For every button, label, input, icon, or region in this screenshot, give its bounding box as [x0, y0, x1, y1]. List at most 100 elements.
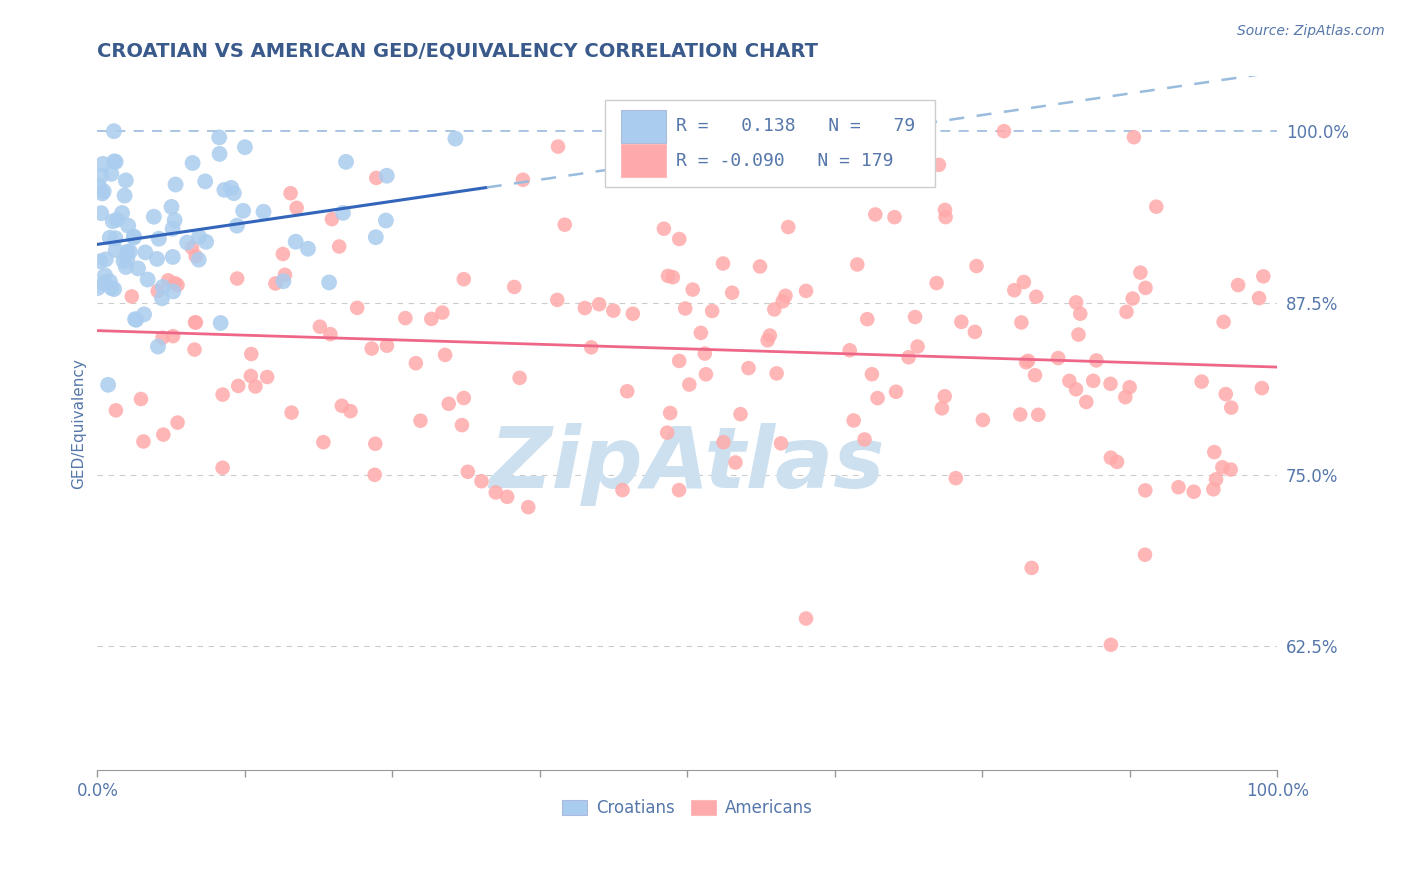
Point: [94, 252, 117, 267]
Point: [194, 174, 217, 188]
Point: [838, 343, 860, 358]
Point: [759, 328, 782, 343]
Point: [1227, 278, 1250, 293]
Point: [1010, 315, 1032, 329]
Point: [1135, 281, 1157, 295]
Point: [451, 418, 474, 433]
Point: [222, 186, 245, 201]
Point: [252, 204, 274, 219]
Point: [579, 340, 602, 354]
Point: [271, 247, 294, 261]
Point: [87, 281, 110, 295]
Point: [856, 312, 879, 326]
Point: [118, 244, 141, 259]
Point: [763, 302, 786, 317]
Point: [162, 250, 184, 264]
Point: [124, 312, 146, 326]
Point: [1021, 561, 1043, 575]
Point: [332, 206, 354, 220]
Point: [884, 384, 907, 399]
Point: [713, 435, 735, 450]
Point: [1219, 462, 1241, 476]
Point: [935, 210, 957, 224]
Point: [1059, 374, 1081, 388]
Point: [114, 173, 136, 187]
FancyBboxPatch shape: [605, 101, 935, 187]
Point: [546, 293, 568, 307]
Point: [883, 210, 905, 224]
Text: CROATIAN VS AMERICAN GED/EQUIVALENCY CORRELATION CHART: CROATIAN VS AMERICAN GED/EQUIVALENCY COR…: [97, 42, 818, 61]
Point: [657, 425, 679, 440]
Point: [134, 245, 156, 260]
Point: [1253, 269, 1275, 284]
Point: [152, 427, 174, 442]
Point: [1083, 374, 1105, 388]
Point: [165, 178, 187, 192]
Point: [273, 274, 295, 288]
Point: [187, 252, 209, 267]
Point: [112, 254, 135, 268]
Point: [721, 285, 744, 300]
Point: [453, 391, 475, 405]
Point: [117, 244, 139, 259]
Point: [1122, 130, 1144, 145]
Point: [183, 343, 205, 357]
Point: [364, 436, 387, 450]
Point: [125, 313, 148, 327]
Point: [90, 169, 112, 183]
Point: [853, 433, 876, 447]
Legend: Croatians, Americans: Croatians, Americans: [555, 793, 820, 824]
Point: [409, 414, 432, 428]
Point: [702, 304, 724, 318]
Point: [1205, 472, 1227, 486]
Point: [150, 291, 173, 305]
Point: [184, 249, 207, 263]
Point: [737, 361, 759, 376]
Point: [657, 268, 679, 283]
Point: [157, 273, 180, 287]
Point: [1122, 292, 1144, 306]
Point: [176, 235, 198, 250]
Point: [1129, 266, 1152, 280]
Point: [405, 356, 427, 370]
Point: [208, 147, 231, 161]
Point: [503, 280, 526, 294]
Point: [328, 239, 350, 253]
Point: [166, 277, 188, 292]
Point: [1025, 290, 1047, 304]
Point: [711, 256, 734, 270]
Point: [127, 261, 149, 276]
Point: [444, 131, 467, 145]
Point: [374, 213, 396, 227]
Point: [94, 268, 117, 283]
Point: [226, 379, 249, 393]
Point: [931, 401, 953, 416]
Point: [778, 220, 800, 235]
Point: [103, 124, 125, 138]
Point: [517, 500, 540, 515]
Point: [1133, 548, 1156, 562]
Point: [1010, 408, 1032, 422]
Point: [163, 213, 186, 227]
Point: [588, 297, 610, 311]
Point: [724, 455, 747, 469]
Point: [233, 140, 256, 154]
Point: [1204, 445, 1226, 459]
Point: [1024, 368, 1046, 383]
Point: [1251, 381, 1274, 395]
Point: [364, 467, 387, 482]
Point: [280, 406, 302, 420]
Point: [993, 124, 1015, 138]
Point: [274, 268, 297, 282]
Point: [375, 169, 398, 183]
Point: [437, 397, 460, 411]
Point: [972, 413, 994, 427]
Point: [152, 280, 174, 294]
Point: [98, 231, 121, 245]
Point: [509, 371, 531, 385]
Point: [904, 310, 927, 324]
Point: [339, 404, 361, 418]
Point: [1026, 408, 1049, 422]
Point: [616, 384, 638, 399]
Point: [208, 130, 231, 145]
